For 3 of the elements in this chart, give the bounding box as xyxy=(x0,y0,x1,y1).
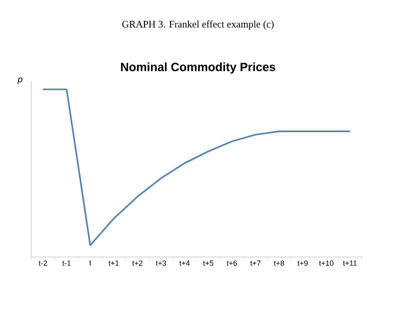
caption: GRAPH 3. Frankel effect example (c) xyxy=(122,20,274,30)
chart-title: Nominal Commodity Prices xyxy=(121,62,276,74)
y-axis-title: p xyxy=(18,77,22,84)
